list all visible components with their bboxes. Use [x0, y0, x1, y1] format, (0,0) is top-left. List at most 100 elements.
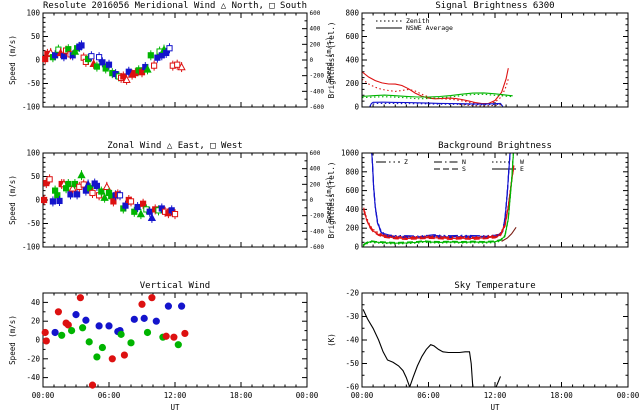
series-blue-directions-Z: [371, 153, 511, 237]
right-tick-label: 400: [310, 166, 321, 173]
panel-signal-brightness: 0 200 400 600 800 Brightness (rel.) Signal Bri…: [327, 1, 629, 112]
point-triangle: [147, 213, 157, 222]
point-square: [102, 65, 109, 72]
y-tick-label: -20: [345, 289, 359, 298]
series-blue-directions-E: [371, 153, 511, 238]
panel-title: Vertical Wind: [140, 281, 210, 291]
legend-label: NSWE Average: [406, 24, 453, 32]
point-square: [93, 63, 101, 70]
panel-title: Resolute 2016056 Meridional Wind △ North…: [43, 1, 307, 11]
point-circle: [127, 339, 135, 347]
y-tick-label: 0: [354, 243, 359, 252]
y-tick-label: -20: [26, 354, 40, 363]
y-tick-label: 0: [354, 103, 359, 112]
point-square: [78, 42, 85, 49]
point-circle: [95, 322, 103, 330]
point-circle: [76, 294, 85, 302]
panel-sky-temperature: 00:00 06:00 12:00 18:00 00:00 UT -60 -50 -40 -30 -…: [327, 281, 640, 412]
legend: Z NS WE: [376, 158, 524, 173]
right-tick-label: 0: [310, 197, 314, 204]
legend-label: W: [520, 158, 524, 166]
point-circle: [105, 322, 113, 330]
point-circle: [68, 327, 76, 335]
y-tick-label: -50: [345, 359, 359, 368]
point-circle: [85, 338, 93, 346]
right-tick-label: 600: [310, 150, 321, 157]
panel-meridional-wind: -100 -50 0 50 100 Speed (m/s) -600 -400 -200 0 200…: [8, 1, 333, 112]
point-square: [120, 73, 127, 80]
y-tick-label: 400: [345, 205, 359, 214]
legend-label: Zenith: [406, 17, 430, 25]
y-tick-label: -100: [22, 243, 41, 252]
y-tick-label: 600: [345, 32, 359, 41]
x-axis-label: UT: [490, 403, 500, 412]
point-square: [151, 62, 158, 69]
right-tick-label: 600: [310, 10, 321, 17]
point-square: [43, 179, 50, 187]
point-square: [99, 59, 106, 66]
x-tick-label: 18:00: [550, 391, 573, 400]
point-square: [105, 61, 113, 68]
point-square: [147, 52, 154, 59]
panel-background-brightness: 0 200 400 600 800 1000 Brightness (rel.) Backgr…: [327, 141, 629, 252]
panel-title: Zonal Wind △ East, □ West: [107, 141, 242, 151]
point-circle: [79, 324, 87, 332]
y-axis: [43, 12, 48, 108]
point-circle: [54, 308, 63, 316]
scatter-points: [41, 170, 179, 223]
y-tick-label: 0: [35, 56, 40, 65]
legend-label: E: [520, 165, 524, 173]
right-tick-label: -600: [310, 244, 325, 251]
x-tick-label: 06:00: [417, 391, 440, 400]
point-circle: [140, 314, 148, 322]
y-axis: [362, 292, 628, 388]
point-square: [67, 191, 74, 198]
scatter-points: [42, 40, 186, 85]
point-triangle: [77, 170, 86, 179]
x-axis: [42, 153, 308, 247]
y-tick-label: 600: [345, 186, 359, 195]
series-blue-average: [369, 101, 504, 107]
point-triangle: [177, 62, 186, 71]
legend-label: N: [462, 158, 466, 166]
panel-title: Signal Brightness 6300: [435, 1, 554, 11]
point-square: [122, 202, 129, 209]
series-red-directions-N: [363, 165, 515, 239]
right-tick-label: -600: [310, 104, 325, 111]
y-tick-label: -40: [26, 373, 40, 382]
point-square: [171, 211, 179, 218]
point-circle: [152, 317, 160, 325]
point-circle: [72, 311, 80, 319]
y-tick-label: 400: [345, 56, 359, 65]
y-axis-label: Speed (m/s): [8, 315, 17, 365]
point-triangle: [122, 75, 131, 83]
point-circle: [181, 329, 189, 338]
point-square: [158, 205, 165, 212]
y-tick-label: 50: [31, 32, 41, 41]
series-green-average: [362, 92, 513, 98]
point-triangle: [68, 183, 77, 192]
point-triangle: [102, 182, 111, 191]
y-tick-label: -30: [345, 312, 359, 321]
x-axis: [361, 13, 629, 107]
point-square: [163, 49, 170, 57]
y-axis-label: (K): [327, 333, 336, 347]
x-tick-label: 00:00: [32, 391, 55, 400]
panel-title: Sky Temperature: [454, 281, 535, 291]
right-tick-label: -200: [310, 213, 325, 220]
legend-label: Z: [404, 158, 408, 166]
panel-zonal-wind: -100 -50 0 50 100 Speed (m/s) -600 -400 -200 0 200…: [8, 141, 333, 252]
y-tick-label: 20: [31, 317, 41, 326]
point-square: [116, 192, 124, 199]
point-circle: [42, 337, 50, 345]
point-circle: [178, 302, 186, 310]
y-axis-label: Speed (m/s): [8, 35, 17, 85]
point-circle: [58, 331, 66, 339]
series-sky-temp: [362, 309, 474, 387]
point-square: [88, 53, 95, 60]
y-tick-label: 100: [26, 9, 40, 18]
y-tick-label: 800: [345, 9, 359, 18]
y-tick-label: -50: [26, 79, 40, 88]
